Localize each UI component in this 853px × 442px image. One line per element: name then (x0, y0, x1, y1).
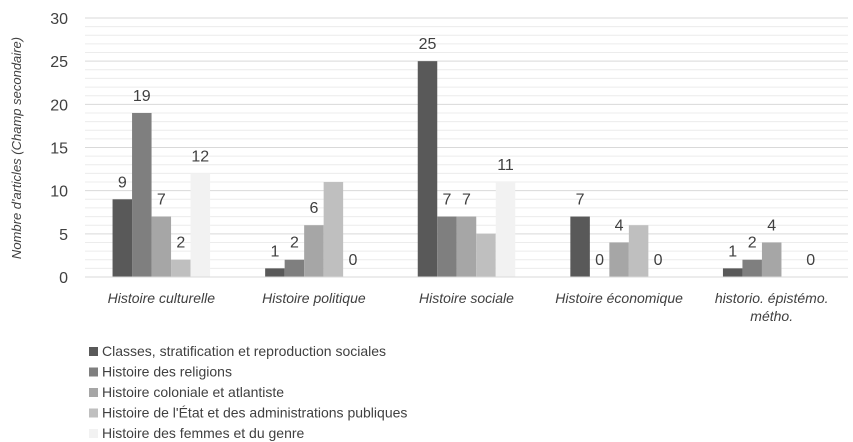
y-tick-label: 20 (50, 97, 68, 114)
legend-label: Classes, stratification et reproduction … (102, 343, 386, 359)
data-label: 2 (176, 235, 185, 252)
x-category-label: Histoire politique (262, 290, 366, 306)
bar (151, 216, 172, 277)
bar (495, 182, 516, 277)
legend-label: Histoire des religions (102, 364, 232, 380)
legend-label: Histoire de l'État et des administration… (102, 405, 407, 421)
bar (761, 242, 782, 277)
x-category-label: Histoire culturelle (108, 290, 216, 306)
x-axis-labels: Histoire culturelle Histoire politique His… (108, 290, 829, 324)
legend-swatch (89, 347, 98, 356)
legend-swatch (89, 388, 98, 397)
data-label: 7 (462, 192, 471, 209)
y-tick-label: 30 (50, 11, 68, 28)
bar (304, 225, 324, 277)
bar (570, 216, 590, 277)
y-tick-label: 15 (50, 141, 68, 158)
data-label: 0 (654, 252, 663, 269)
data-label: 4 (767, 217, 776, 234)
legend-swatch (89, 367, 98, 377)
data-label: 4 (615, 217, 624, 234)
legend: Classes, stratification et reproduction … (89, 343, 407, 441)
data-label: 1 (270, 243, 279, 260)
bar (132, 112, 152, 277)
bar (742, 259, 762, 277)
data-label: 11 (497, 157, 514, 174)
bar (476, 233, 496, 277)
bar (417, 61, 438, 277)
legend-swatch (89, 429, 98, 438)
x-category-label: historio. épistémo. (715, 290, 829, 306)
y-tick-label: 0 (59, 270, 68, 287)
data-label: 6 (309, 200, 318, 217)
x-category-label: Histoire sociale (419, 290, 514, 306)
bar (628, 225, 649, 277)
gridlines (85, 17, 848, 269)
bar (609, 242, 629, 277)
y-tick-label: 5 (59, 227, 68, 244)
legend-label: Histoire des femmes et du genre (102, 425, 305, 441)
bar (456, 216, 477, 277)
data-label: 2 (290, 235, 299, 252)
bar (265, 268, 285, 277)
bar (437, 216, 457, 277)
data-label: 7 (157, 192, 166, 209)
data-label: 0 (595, 252, 604, 269)
y-tick-label: 10 (50, 184, 68, 201)
data-label: 0 (348, 252, 357, 269)
data-label: 7 (576, 192, 585, 209)
x-category-label: métho. (750, 308, 793, 324)
data-label: 0 (806, 252, 815, 269)
bar (722, 268, 743, 277)
data-label: 1 (728, 243, 737, 260)
y-axis-ticks: 0 5 10 15 20 25 30 (50, 11, 68, 287)
data-label: 7 (443, 192, 452, 209)
data-label: 2 (748, 235, 757, 252)
x-category-label: Histoire économique (555, 290, 683, 306)
legend-label: Histoire coloniale et atlantiste (102, 384, 284, 400)
data-label: 19 (133, 88, 151, 105)
bars (112, 61, 782, 277)
data-label: 12 (191, 148, 209, 165)
data-label: 25 (419, 36, 437, 53)
bar (171, 259, 191, 277)
bar (190, 173, 211, 277)
legend-swatch (89, 408, 98, 418)
y-axis-title: Nombre d'articles (Champ secondaire) (9, 37, 24, 259)
bar (284, 259, 305, 277)
y-tick-label: 25 (50, 54, 68, 71)
bar (112, 199, 133, 277)
data-label: 9 (118, 174, 127, 191)
bar (323, 182, 344, 277)
